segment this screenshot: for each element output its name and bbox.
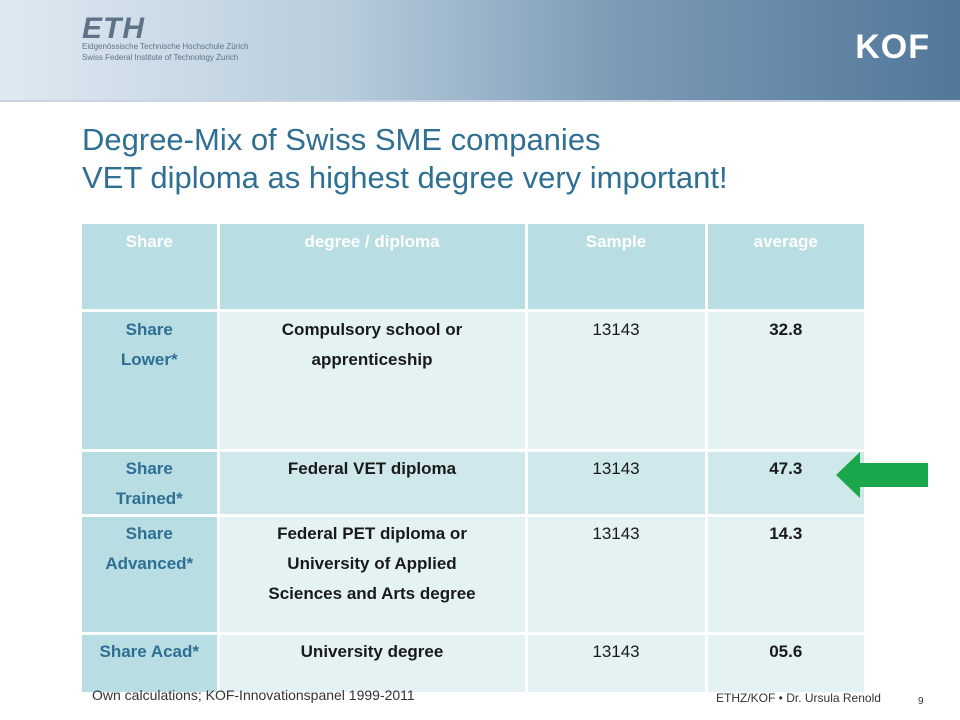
- share-label: Share: [125, 458, 173, 478]
- degree-line: apprenticeship: [311, 349, 433, 369]
- eth-subtitle-english: Swiss Federal Institute of Technology Zu…: [82, 53, 239, 62]
- highlight-arrow-icon: [836, 452, 928, 498]
- title-line-2: VET diploma as highest degree very impor…: [82, 160, 728, 195]
- average-cell: 14.3: [706, 515, 864, 635]
- degree-line: Federal PET diploma or: [277, 523, 467, 543]
- share-label: Share: [125, 523, 173, 543]
- table-row: Share Trained* Federal VET diploma 13143…: [82, 450, 864, 517]
- header-share: Share: [82, 224, 220, 312]
- header-banner: [0, 0, 960, 100]
- degree-cell: Compulsory school or apprenticeship: [218, 310, 528, 452]
- header-divider: [0, 100, 960, 102]
- eth-subtitle-german: Eidgenössische Technische Hochschule Zür…: [82, 42, 249, 51]
- degree-line: Sciences and Arts degree: [268, 583, 476, 603]
- degree-line: University degree: [300, 641, 444, 661]
- eth-logo: ETH: [82, 12, 145, 45]
- slide-title: Degree-Mix of Swiss SME companies VET di…: [82, 121, 922, 197]
- degree-cell: University degree: [218, 633, 528, 695]
- degree-cell: Federal PET diploma or University of App…: [218, 515, 528, 635]
- degree-cell: Federal VET diploma: [218, 450, 528, 517]
- share-label-sub: Lower*: [120, 349, 178, 369]
- average-cell: 05.6: [706, 633, 864, 695]
- page-number: 9: [918, 696, 924, 707]
- footer-author: ETHZ/KOF • Dr. Ursula Renold: [716, 691, 881, 705]
- degree-line: University of Applied: [287, 553, 457, 573]
- header-sample: Sample: [526, 224, 708, 312]
- share-cell: Share Advanced*: [82, 515, 220, 635]
- share-cell: Share Trained*: [82, 450, 220, 517]
- share-label: Share Acad*: [99, 641, 200, 661]
- header-degree: degree / diploma: [218, 224, 528, 312]
- average-cell: 32.8: [706, 310, 864, 452]
- table-row: Share Lower* Compulsory school or appren…: [82, 310, 864, 452]
- table-header-row: Share degree / diploma Sample average: [82, 224, 864, 312]
- degree-mix-table: Share degree / diploma Sample average Sh…: [82, 224, 864, 695]
- table-row: Share Advanced* Federal PET diploma or U…: [82, 515, 864, 635]
- sample-cell: 13143: [526, 633, 708, 695]
- share-label: Share: [125, 319, 173, 339]
- source-note: Own calculations; KOF-Innovationspanel 1…: [92, 687, 415, 703]
- title-line-1: Degree-Mix of Swiss SME companies: [82, 122, 601, 157]
- kof-logo: KOF: [855, 28, 930, 66]
- share-label-sub: Trained*: [115, 488, 183, 508]
- degree-line: Federal VET diploma: [287, 458, 457, 478]
- table-row: Share Acad* University degree 13143 05.6: [82, 633, 864, 695]
- sample-cell: 13143: [526, 450, 708, 517]
- sample-cell: 13143: [526, 310, 708, 452]
- share-cell: Share Lower*: [82, 310, 220, 452]
- degree-line: Compulsory school or: [281, 319, 463, 339]
- share-cell: Share Acad*: [82, 633, 220, 695]
- average-cell: 47.3: [706, 450, 864, 517]
- share-label-sub: Advanced*: [105, 553, 194, 573]
- sample-cell: 13143: [526, 515, 708, 635]
- header-average: average: [706, 224, 864, 312]
